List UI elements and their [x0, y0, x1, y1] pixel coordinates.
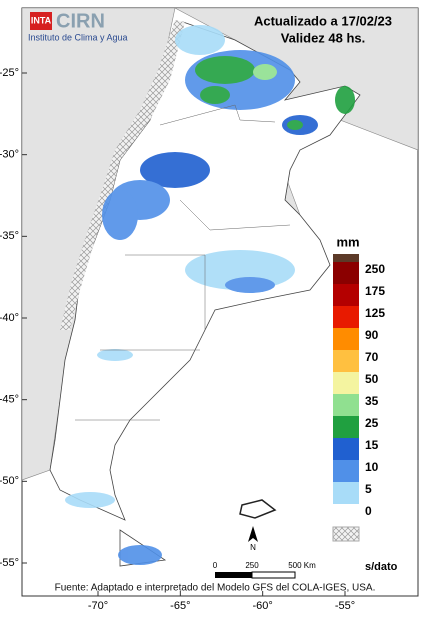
legend-label: 250 [365, 262, 385, 276]
province-borders [75, 104, 291, 421]
north-label: N [250, 543, 256, 552]
legend-swatch [333, 328, 359, 350]
legend-swatch [333, 306, 359, 328]
scale-label: 500 Km [288, 561, 316, 570]
legend-swatch [333, 372, 359, 394]
legend-label: 15 [365, 438, 379, 452]
legend-swatch [333, 262, 359, 284]
lat-label: -35° [0, 230, 19, 242]
legend-swatch [333, 460, 359, 482]
scale-label: 0 [213, 561, 218, 570]
legend-label: 50 [365, 372, 379, 386]
lat-label: -45° [0, 394, 19, 406]
legend-label: 5 [365, 482, 372, 496]
legend-label: 35 [365, 394, 379, 408]
legend-swatch [333, 350, 359, 372]
nodata-label: s/dato [365, 561, 398, 573]
lat-label: -40° [0, 312, 19, 324]
nodata-swatch [332, 526, 360, 542]
legend-label: 25 [365, 416, 379, 430]
lat-label: -25° [0, 67, 19, 79]
scale-label: 250 [245, 561, 259, 570]
source: Fuente: Adaptado e interpretado del Mode… [55, 583, 376, 594]
lon-label: -65° [170, 600, 190, 612]
brand: CIRN [56, 10, 105, 32]
lon-label: -55° [335, 600, 355, 612]
legend-swatch [333, 416, 359, 438]
legend-swatch [333, 254, 359, 262]
legend-label: 125 [365, 306, 385, 320]
north-arrow [248, 526, 258, 542]
legend-swatch [333, 394, 359, 416]
legend-swatch [333, 482, 359, 504]
lat-label: -50° [0, 475, 19, 487]
legend-title: mm [336, 234, 359, 249]
legend-swatch [333, 504, 359, 526]
legend-swatch [333, 438, 359, 460]
subtitle: Validez 48 hs. [281, 30, 366, 45]
legend-swatch [333, 284, 359, 306]
logo-box [30, 12, 52, 30]
logo: INTA [31, 15, 52, 25]
lat-label: -55° [0, 557, 19, 569]
scale-bar [215, 572, 252, 578]
scale-bar [251, 571, 296, 579]
lon-label: -70° [88, 600, 108, 612]
precipitation [65, 25, 355, 565]
institute: Instituto de Clima y Agua [28, 32, 128, 42]
malvinas [239, 499, 277, 519]
no-data-area [60, 20, 185, 330]
lat-label: -30° [0, 149, 19, 161]
title: Actualizado a 17/02/23 [254, 13, 392, 28]
legend-label: 0 [365, 504, 372, 518]
legend-label: 10 [365, 460, 379, 474]
legend-label: 90 [365, 328, 379, 342]
legend-label: 175 [365, 284, 385, 298]
lon-label: -60° [253, 600, 273, 612]
legend-label: 70 [365, 350, 379, 364]
